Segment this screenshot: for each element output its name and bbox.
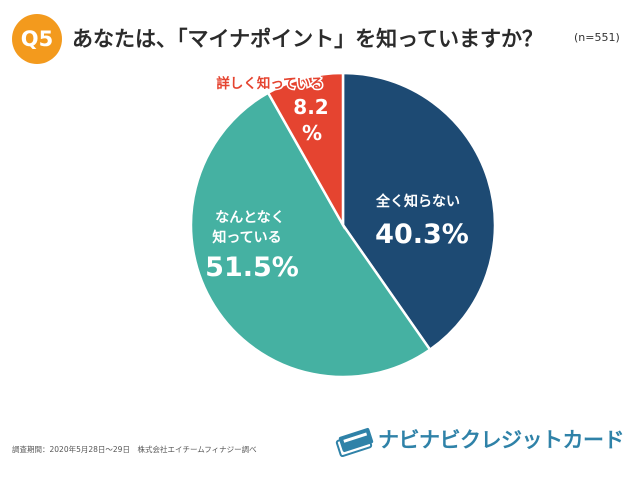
- brand-name: ナビナビクレジットカード: [378, 428, 625, 452]
- slice-label-1-line2: 知っている: [212, 229, 281, 246]
- pie-slice-0: [341, 71, 497, 352]
- pie-slice-2: [266, 71, 345, 230]
- slice-value-2-unit: %: [302, 121, 322, 145]
- slice-label-0: 全く知らない: [375, 193, 460, 210]
- question-badge: Q5: [12, 14, 62, 64]
- chart-title: あなたは、「マイナポイント」を知っていますか？: [72, 27, 544, 51]
- survey-note: 調査期間：2020年5月28日〜29日 株式会社エイチームフィナジー調べ: [12, 445, 257, 454]
- slice-label-2: 詳しく知っている: [216, 75, 323, 92]
- pie-slice-1: [189, 91, 432, 379]
- sample-size: (n=551): [574, 31, 620, 44]
- slice-value-0: 40.3%: [375, 219, 469, 250]
- brand-logo: ナビナビクレジットカード: [334, 410, 634, 466]
- slice-value-1: 51.5%: [205, 252, 299, 283]
- slice-value-2-number: 8.2: [293, 95, 328, 119]
- slice-label-1-line1: なんとなく: [215, 210, 285, 226]
- credit-card-stack-icon: [335, 427, 374, 458]
